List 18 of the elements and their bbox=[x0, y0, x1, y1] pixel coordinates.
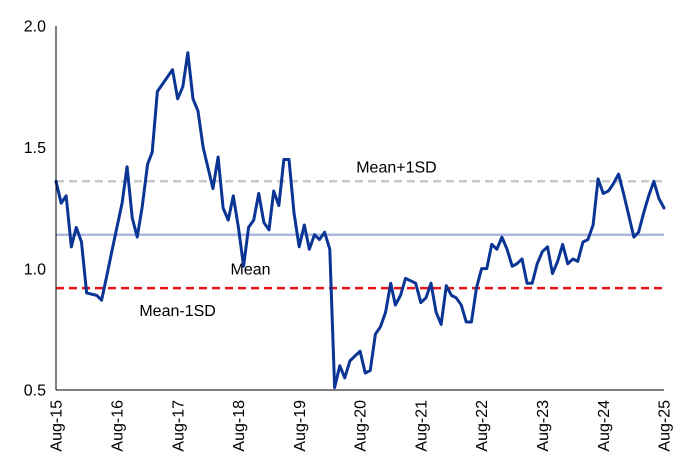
ref-line-label: Mean bbox=[230, 262, 271, 279]
x-tick-label: Aug-21 bbox=[413, 400, 430, 452]
ref-line-label: Mean-1SD bbox=[139, 303, 216, 320]
x-tick-label: Aug-23 bbox=[534, 400, 552, 452]
x-tick-label: Aug-18 bbox=[231, 400, 248, 452]
x-tick-label: Aug-17 bbox=[170, 400, 188, 452]
y-tick-label: 2.0 bbox=[24, 18, 46, 36]
y-tick-label: 1.0 bbox=[24, 261, 46, 278]
x-tick-label: Aug-25 bbox=[656, 400, 674, 452]
x-tick-label: Aug-16 bbox=[110, 400, 127, 452]
y-tick-label: 0.5 bbox=[24, 382, 46, 400]
x-tick-label: Aug-24 bbox=[596, 400, 613, 452]
x-tick-label: Aug-20 bbox=[352, 400, 370, 452]
x-tick-label: Aug-15 bbox=[48, 400, 66, 452]
y-tick-label: 1.5 bbox=[24, 140, 46, 157]
x-tick-label: Aug-22 bbox=[474, 400, 492, 452]
ref-line-label: Mean+1SD bbox=[356, 159, 437, 176]
x-tick-label: Aug-19 bbox=[292, 400, 309, 452]
